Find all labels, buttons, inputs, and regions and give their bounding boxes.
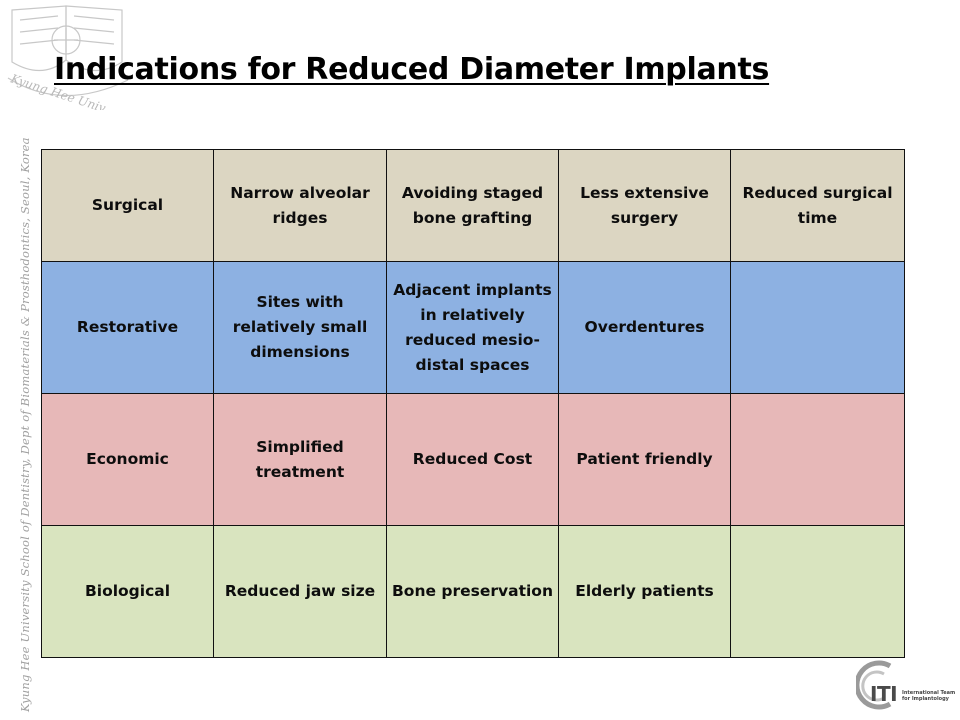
- table-row-restorative: Restorative Sites with relatively small …: [41, 261, 905, 394]
- slide-title: Indications for Reduced Diameter Implant…: [54, 52, 770, 87]
- university-seal-icon: Kyung Hee Univ.: [7, 5, 129, 110]
- table-cell: Simplified treatment: [213, 393, 387, 526]
- iti-logo: ITI International Team for Implantology: [856, 660, 960, 720]
- table-cell: Elderly patients: [558, 525, 731, 658]
- table-cell: Bone preservation: [386, 525, 559, 658]
- table-cell: Overdentures: [558, 261, 731, 394]
- table-cell: Reduced surgical time: [730, 149, 905, 262]
- table-row-surgical: Surgical Narrow alveolar ridges Avoiding…: [41, 149, 905, 262]
- side-watermark-text: Kyung Hee University School of Dentistry…: [18, 112, 34, 712]
- table-cell: Surgical: [41, 149, 214, 262]
- table-cell: Sites with relatively small dimensions: [213, 261, 387, 394]
- table-cell: Less extensive surgery: [558, 149, 731, 262]
- table-cell: [730, 261, 905, 394]
- table-cell: [730, 525, 905, 658]
- iti-logo-text: ITI: [870, 682, 898, 706]
- table-cell: Patient friendly: [558, 393, 731, 526]
- table-cell: Biological: [41, 525, 214, 658]
- table-cell: Narrow alveolar ridges: [213, 149, 387, 262]
- iti-logo-icon: [856, 660, 892, 710]
- table-cell: [730, 393, 905, 526]
- side-watermark-label: Kyung Hee University School of Dentistry…: [18, 137, 32, 712]
- table-cell: Restorative: [41, 261, 214, 394]
- table-row-economic: Economic Simplified treatment Reduced Co…: [41, 393, 905, 526]
- table-cell: Avoiding staged bone grafting: [386, 149, 559, 262]
- table-cell: Reduced jaw size: [213, 525, 387, 658]
- iti-logo-subtitle: International Team for Implantology: [902, 690, 956, 702]
- table-cell: Adjacent implants in relatively reduced …: [386, 261, 559, 394]
- table-cell: Economic: [41, 393, 214, 526]
- indications-table: Surgical Narrow alveolar ridges Avoiding…: [41, 149, 905, 658]
- table-cell: Reduced Cost: [386, 393, 559, 526]
- table-row-biological: Biological Reduced jaw size Bone preserv…: [41, 525, 905, 658]
